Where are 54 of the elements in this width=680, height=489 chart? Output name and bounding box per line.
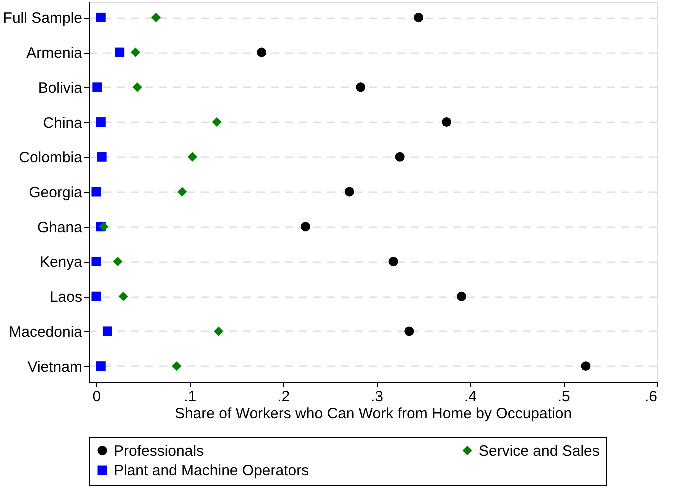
point — [388, 256, 398, 266]
y-tick-label: Laos — [50, 289, 82, 306]
point — [96, 362, 106, 372]
point — [92, 292, 102, 302]
point — [356, 82, 366, 92]
y-tick-label: Kenya — [40, 254, 84, 272]
y-tick-label: Macedonia — [9, 324, 84, 341]
point — [92, 256, 102, 266]
point — [97, 152, 107, 162]
legend-label: Plant and Machine Operators — [114, 462, 310, 480]
x-tick-label: .3 — [370, 388, 384, 406]
y-tick-label: Ghana — [37, 219, 84, 236]
y-tick-label: Colombia — [19, 150, 84, 167]
y-tick-label: Georgia — [29, 184, 84, 202]
point — [102, 326, 112, 336]
x-tick-label: .2 — [278, 388, 290, 406]
point — [300, 222, 310, 232]
x-tick-label: 0 — [92, 388, 102, 406]
point — [188, 152, 198, 162]
point — [457, 292, 466, 302]
point — [404, 326, 414, 336]
point — [92, 187, 102, 197]
x-tick-label: .6 — [644, 388, 658, 406]
point — [96, 12, 106, 22]
point — [99, 222, 109, 232]
y-tick-label: Armenia — [26, 45, 84, 62]
point — [344, 187, 354, 197]
legend-label: Service and Sales — [479, 442, 600, 460]
point — [442, 118, 452, 128]
point — [212, 118, 222, 128]
y-tick-label: Full Sample — [3, 10, 82, 28]
point — [115, 48, 125, 58]
point — [214, 326, 224, 336]
point — [172, 362, 182, 372]
point — [178, 187, 188, 197]
point — [132, 82, 142, 92]
x-tick-label: .4 — [464, 388, 477, 406]
point — [92, 82, 102, 92]
point — [581, 362, 591, 372]
point — [152, 12, 162, 22]
y-tick-label: China — [43, 114, 84, 132]
y-tick-label: Vietnam — [28, 358, 82, 376]
x-axis-title: Share of Workers who Can Work from Home by Occupation — [174, 406, 572, 422]
point — [118, 292, 128, 302]
point — [395, 152, 405, 162]
y-tick-label: Bolivia — [38, 80, 84, 97]
point — [130, 48, 140, 58]
point — [113, 256, 123, 266]
point — [414, 12, 424, 22]
legend-label: Professionals — [114, 442, 204, 460]
point — [257, 48, 267, 58]
point — [96, 118, 106, 128]
x-tick-label: .1 — [184, 388, 197, 406]
x-tick-label: .5 — [558, 388, 570, 406]
